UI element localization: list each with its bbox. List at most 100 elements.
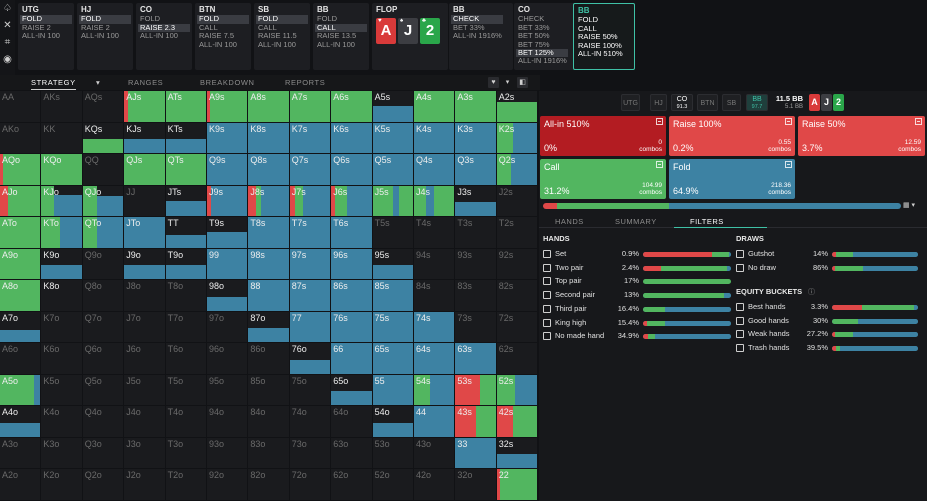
hand-cell[interactable]: AKs <box>41 91 83 123</box>
card-action-option[interactable]: ALL-IN 510% <box>578 49 623 59</box>
hand-cell[interactable]: 22 <box>496 469 539 501</box>
filter-checkbox[interactable] <box>736 303 744 311</box>
hand-cell[interactable]: Q2o <box>82 469 125 501</box>
hand-cell[interactable]: ATs <box>165 91 207 123</box>
hand-cell[interactable]: 62o <box>331 469 373 501</box>
card-action-option[interactable]: FOLD <box>140 14 161 24</box>
hand-cell[interactable]: 83s <box>455 280 497 312</box>
hand-cell[interactable]: A3o <box>0 437 42 469</box>
hand-cell[interactable]: JTs <box>165 185 207 217</box>
hand-cell[interactable]: QTo <box>82 217 125 249</box>
hand-cell[interactable]: K2s <box>496 122 539 154</box>
action-card-9[interactable]: BB FOLD CALL RAISE 50% RAISE 100% ALL-IN 510% <box>573 3 635 70</box>
hand-cell[interactable]: 96o <box>207 343 249 375</box>
filter-row[interactable]: Third pair 16.4% <box>543 303 731 315</box>
hand-cell[interactable]: 88 <box>248 280 290 312</box>
chevron-down-icon[interactable]: ▾ <box>505 79 510 86</box>
expand-icon[interactable] <box>656 161 663 170</box>
hand-cell[interactable]: 76s <box>331 311 373 343</box>
tab-summary[interactable]: SUMMARY <box>615 217 657 226</box>
card-action-option[interactable]: RAISE 11.5 <box>258 31 297 41</box>
hand-cell[interactable]: Q7s <box>289 154 332 186</box>
tab-reports[interactable]: REPORTS <box>285 78 326 87</box>
hand-cell[interactable]: 54o <box>372 406 414 438</box>
heart-icon[interactable]: ♥ <box>488 77 499 88</box>
expand-icon[interactable] <box>915 118 922 127</box>
hand-cell[interactable]: T3s <box>455 217 497 249</box>
hand-cell[interactable]: 82o <box>248 469 290 501</box>
card-action-option[interactable]: FOLD <box>578 15 599 25</box>
hand-cell[interactable]: 62s <box>496 343 539 375</box>
hand-cell[interactable]: KQs <box>82 122 125 154</box>
position-chip-bb[interactable]: BB 97.7 <box>746 94 768 111</box>
hand-cell[interactable]: J6s <box>331 185 373 217</box>
filter-row[interactable]: Weak hands 27.2% <box>736 328 918 340</box>
filter-checkbox[interactable] <box>543 277 551 286</box>
hand-cell[interactable]: T8o <box>165 280 207 312</box>
hand-cell[interactable]: 92s <box>496 248 539 280</box>
expand-icon[interactable] <box>785 118 792 127</box>
card-action-option[interactable]: RAISE 7.5 <box>199 31 235 41</box>
hand-cell[interactable]: 73s <box>455 311 497 343</box>
filter-checkbox[interactable] <box>736 250 744 258</box>
hand-cell[interactable]: Q9o <box>82 248 125 280</box>
filter-row[interactable]: King high 15.4% <box>543 317 731 329</box>
hand-cell[interactable]: Q6s <box>331 154 373 186</box>
hand-cell[interactable]: Q3o <box>82 437 125 469</box>
card-action-option[interactable]: FOLD <box>256 14 308 24</box>
hand-cell[interactable]: A4s <box>414 91 456 123</box>
hand-cell[interactable]: K4s <box>414 122 456 154</box>
hand-cell[interactable]: 97o <box>207 311 249 343</box>
card-action-option[interactable]: BET 33% <box>453 22 485 32</box>
hand-cell[interactable]: KQo <box>41 154 83 186</box>
hand-cell[interactable]: 72s <box>496 311 539 343</box>
filter-row[interactable]: No draw 86% <box>736 262 918 274</box>
hand-cell[interactable]: 82s <box>496 280 539 312</box>
action-card-7[interactable]: BB CHECK BET 33% ALL-IN 1916% <box>449 3 513 70</box>
hand-cell[interactable]: J4s <box>414 185 456 217</box>
card-action-option[interactable]: ALL-IN 100 <box>317 39 355 49</box>
hand-cell[interactable]: K9s <box>207 122 249 154</box>
filter-row[interactable]: Best hands 3.3% <box>736 301 918 313</box>
card-action-option[interactable]: BET 75% <box>518 39 550 49</box>
filter-checkbox[interactable] <box>736 316 744 325</box>
hand-cell[interactable]: J7o <box>124 311 166 343</box>
hand-cell[interactable]: JTo <box>124 217 166 249</box>
card-action-option[interactable]: RAISE 50% <box>578 32 618 42</box>
filter-checkbox[interactable] <box>736 330 744 339</box>
hand-cell[interactable]: 83o <box>248 437 290 469</box>
hand-cell[interactable]: QQ <box>82 154 125 186</box>
hand-cell[interactable]: Q6o <box>82 343 125 375</box>
hand-cell[interactable]: 44 <box>414 406 456 438</box>
hand-cell[interactable]: 64o <box>331 406 373 438</box>
close-icon[interactable]: ✕ <box>3 20 12 31</box>
hand-cell[interactable]: Q7o <box>82 311 125 343</box>
hand-cell[interactable]: 94s <box>414 248 456 280</box>
hand-cell[interactable]: T8s <box>248 217 290 249</box>
layout-icon[interactable]: ◧ <box>517 77 528 88</box>
position-chip-btn[interactable]: BTN <box>697 94 718 111</box>
hand-cell[interactable]: A5s <box>372 91 414 123</box>
hand-cell[interactable]: J4o <box>124 406 166 438</box>
hand-cell[interactable]: T6s <box>331 217 373 249</box>
hand-cell[interactable]: J3o <box>124 437 166 469</box>
hand-cell[interactable]: 96s <box>331 248 373 280</box>
hand-cell[interactable]: 65s <box>372 343 414 375</box>
hand-cell[interactable]: K7o <box>41 311 83 343</box>
hand-cell[interactable]: J8o <box>124 280 166 312</box>
card-action-option[interactable]: RAISE 13.5 <box>317 31 357 41</box>
filter-checkbox[interactable] <box>543 250 551 258</box>
position-chip-sb[interactable]: SB <box>722 94 741 111</box>
hand-cell[interactable]: 63o <box>331 437 373 469</box>
tab-breakdown[interactable]: BREAKDOWN <box>200 78 255 87</box>
card-action-option[interactable]: CALL <box>258 22 277 32</box>
hand-cell[interactable]: KK <box>41 122 83 154</box>
position-chip-co[interactable]: CO 91.3 <box>671 94 693 111</box>
hand-cell[interactable]: Q2s <box>496 154 539 186</box>
card-action-option[interactable]: FOLD <box>197 14 249 24</box>
filter-checkbox[interactable] <box>736 344 744 353</box>
hand-cell[interactable]: 53o <box>372 437 414 469</box>
hand-cell[interactable]: 98o <box>207 280 249 312</box>
filter-row[interactable]: No made hand 34.9% <box>543 330 731 342</box>
card-action-option[interactable]: FOLD <box>79 14 131 24</box>
